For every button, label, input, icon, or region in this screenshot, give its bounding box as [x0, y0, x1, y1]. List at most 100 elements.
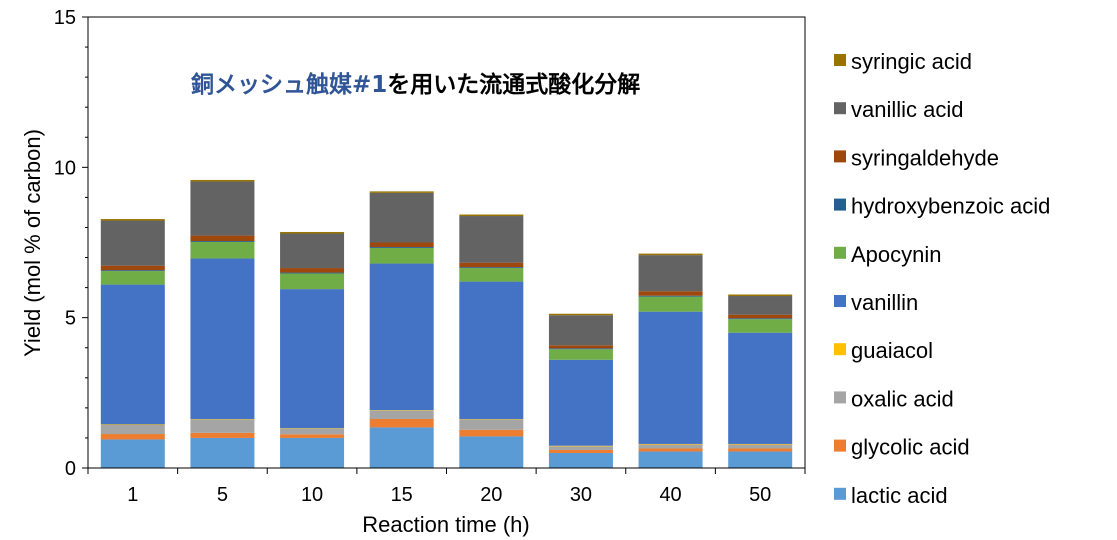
- bar-segment: [459, 419, 524, 430]
- y-tick-label: 10: [54, 157, 76, 179]
- x-tick-label: 30: [570, 484, 592, 506]
- bar-segment: [100, 425, 165, 435]
- legend-item: glycolic acid: [834, 435, 970, 460]
- legend-swatch: [834, 198, 846, 211]
- legend-swatch: [834, 439, 846, 452]
- bar-segment: [190, 258, 255, 420]
- bar-segment: [548, 345, 613, 349]
- bar-segment: [100, 434, 165, 440]
- legend-label: oxalic acid: [851, 386, 954, 411]
- bar-segment: [369, 247, 434, 264]
- bar-segment: [548, 445, 613, 447]
- bar-segment: [459, 214, 524, 217]
- legend-item: lactic acid: [834, 483, 948, 508]
- legend-label: hydroxybenzoic acid: [851, 194, 1050, 219]
- legend-swatch: [834, 54, 846, 66]
- legend-item: oxalic acid: [834, 386, 954, 411]
- bar-segment: [459, 267, 524, 269]
- bar-segment: [638, 443, 703, 445]
- legend-item: Apocynin: [834, 242, 942, 267]
- bar-segment: [190, 181, 255, 236]
- bar-segment: [369, 410, 434, 411]
- x-tick-label: 40: [659, 484, 681, 506]
- bar-segment: [459, 436, 524, 468]
- bar-segment: [369, 410, 434, 419]
- bar-segment: [548, 359, 613, 446]
- bar-segment: [638, 451, 703, 468]
- bar-segment: [728, 296, 793, 315]
- bar-segment: [548, 313, 613, 316]
- bar-segment: [459, 216, 524, 263]
- y-axis-label: Yield (mol % of carbon): [20, 129, 45, 357]
- x-tick-label: 5: [217, 484, 228, 506]
- bar-segment: [190, 235, 255, 241]
- legend-label: vanillin: [851, 290, 918, 315]
- legend-label: guaiacol: [851, 338, 933, 363]
- y-tick-label: 5: [65, 308, 76, 330]
- bar-segment: [728, 443, 793, 445]
- legend-swatch: [834, 102, 846, 115]
- legend-swatch: [834, 391, 846, 404]
- bar-segment: [638, 295, 703, 297]
- legend-swatch: [834, 150, 846, 163]
- bar-segment: [369, 263, 434, 411]
- bar-segment: [728, 332, 793, 444]
- bar-segment: [100, 424, 165, 426]
- bar-segment: [100, 270, 165, 272]
- bar-segment: [459, 281, 524, 420]
- bar-segment: [728, 318, 793, 320]
- bar-segment: [190, 240, 255, 242]
- bar-segment: [100, 271, 165, 285]
- bar-segment: [280, 434, 345, 438]
- legend-label: syringaldehyde: [851, 145, 999, 170]
- bar-segment: [638, 291, 703, 296]
- bar-segment: [190, 419, 255, 420]
- bar-segment: [190, 241, 255, 259]
- bar-segment: [100, 219, 165, 221]
- bar-segment: [280, 289, 345, 429]
- bar-segment: [190, 179, 255, 182]
- bar-segment: [100, 284, 165, 425]
- bar-segment: [369, 418, 434, 428]
- bar-segment: [190, 437, 255, 468]
- legend-swatch: [834, 343, 846, 356]
- bar-segment: [728, 444, 793, 449]
- legend-swatch: [834, 487, 846, 500]
- bar-segment: [369, 192, 434, 243]
- chart-title: 銅メッシュ触媒#1を用いた流通式酸化分解: [191, 71, 640, 98]
- bar-segment: [638, 311, 703, 444]
- bar-segment: [459, 429, 524, 437]
- bar-segment: [280, 268, 345, 273]
- legend-label: lactic acid: [851, 483, 948, 508]
- bar-segment: [459, 262, 524, 268]
- bar-segment: [369, 242, 434, 248]
- bar-segment: [638, 255, 703, 292]
- bar-segment: [280, 273, 345, 290]
- legend-item: vanillic acid: [834, 97, 964, 122]
- bar-segment: [638, 448, 703, 452]
- bar-segment: [459, 268, 524, 282]
- bar-segment: [369, 427, 434, 468]
- y-tick-label: 0: [65, 458, 76, 480]
- bar-segment: [548, 315, 613, 346]
- bar-segment: [280, 428, 345, 435]
- legend-item: vanillin: [834, 290, 918, 315]
- bar-segment: [100, 439, 165, 468]
- legend-label: syringic acid: [851, 49, 972, 74]
- legend: syringic acid vanillic acid syringaldehyde…: [834, 49, 1050, 508]
- bar-segment: [638, 444, 703, 449]
- x-tick-label: 15: [391, 484, 413, 506]
- x-tick-label: 50: [749, 484, 771, 506]
- bar-segment: [548, 348, 613, 350]
- bar-segment: [280, 437, 345, 468]
- bar-segment: [548, 349, 613, 360]
- bar-segment: [369, 247, 434, 248]
- bar-segment: [638, 253, 703, 256]
- bar-segment: [190, 432, 255, 438]
- legend-label: vanillic acid: [851, 97, 964, 122]
- x-tick-label: 20: [480, 484, 502, 506]
- bar-segment: [369, 191, 434, 193]
- legend-swatch: [834, 246, 846, 259]
- bar-segment: [548, 449, 613, 453]
